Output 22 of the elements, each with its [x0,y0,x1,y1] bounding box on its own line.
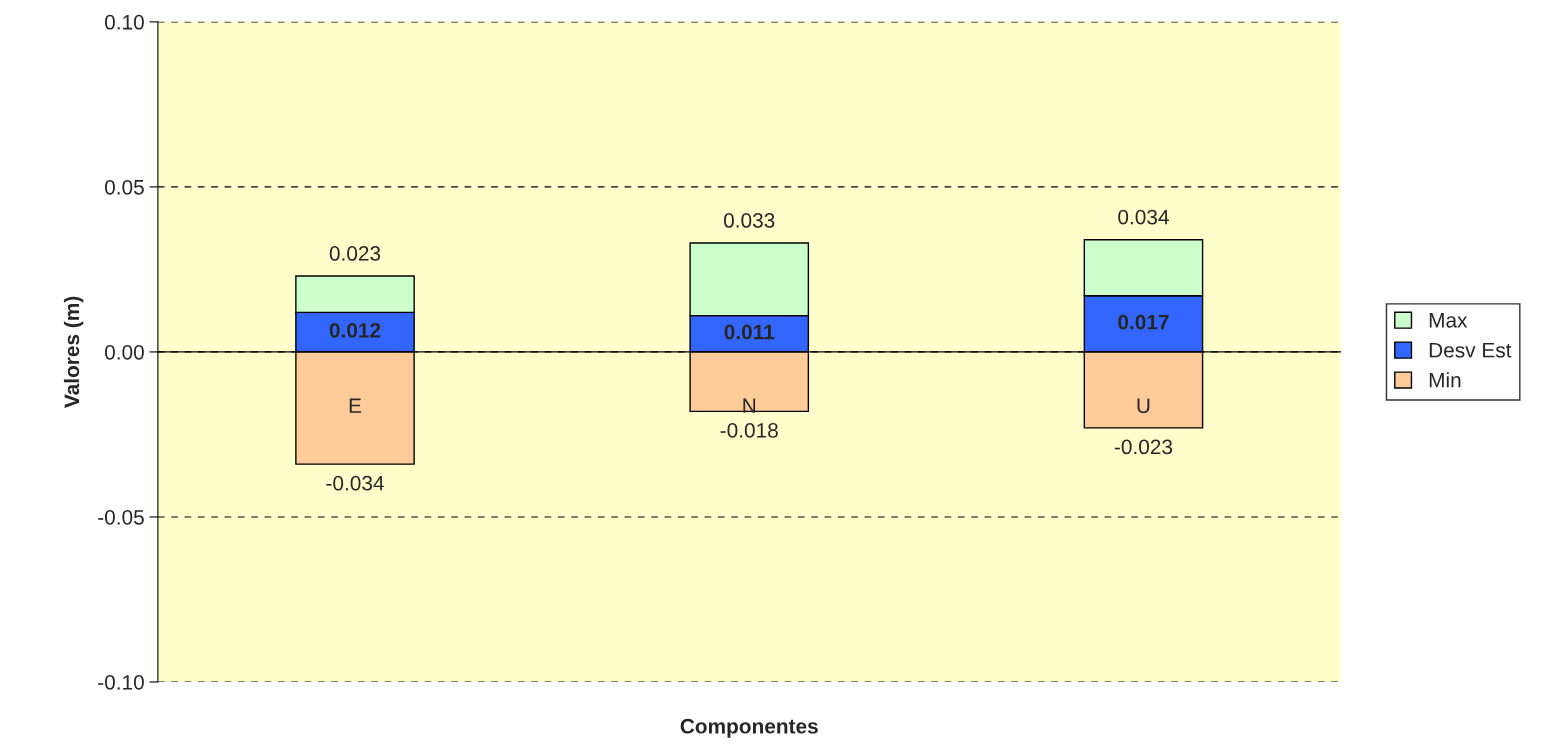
data-label: -0.034 [326,475,384,491]
data-label: -0.023 [1114,439,1173,455]
x-axis-title: Componentes [680,718,818,738]
legend-label: Max [1429,313,1468,328]
data-label: 0.012 [329,322,381,338]
y-tick-label: 0.10 [104,14,144,30]
data-label: 0.011 [724,324,775,340]
annotation: 0.033 [723,213,775,228]
y-tick-label: 0.05 [104,179,144,195]
legend-label: Min [1429,372,1461,388]
data-label: 0.017 [1118,314,1169,330]
data-label: -0.018 [720,423,778,438]
x-tick-label: E [349,398,362,413]
y-tick-label: -0.10 [98,674,144,690]
x-tick-label: U [1137,398,1150,414]
x-tick-label: N [743,398,756,413]
annotation: 0.023 [329,246,381,261]
y-axis-title: Valores (m) [63,296,84,408]
annotation: 0.034 [1118,209,1169,225]
y-tick-label: 0.00 [104,344,144,360]
y-tick-label: -0.05 [98,509,144,525]
legend-label: Desv Est [1429,343,1512,358]
